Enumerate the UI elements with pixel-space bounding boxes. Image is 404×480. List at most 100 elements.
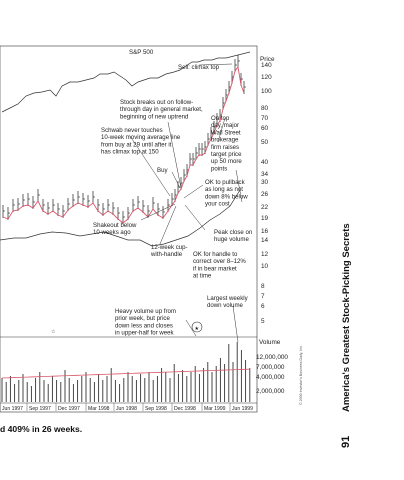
- volume-tick-label: 12,000,000: [256, 354, 288, 361]
- volume-markers: ★ ☆: [51, 321, 203, 335]
- annotation-pullback: OK to pullback as long as not down 8% belo…: [205, 179, 248, 208]
- volume-tick-label: 4,000,000: [256, 374, 285, 381]
- price-tick-label: 6: [261, 303, 265, 310]
- x-axis-labels: Jun 1997 Sep 1997 Dec 1997 Mar 1998 Jun 1998…: [0, 403, 253, 412]
- relative-strength-line: [0, 189, 241, 247]
- annotation-line: has climax top at 150: [101, 149, 159, 156]
- annotation-line: firm raises: [211, 144, 239, 151]
- sp500-line: [1, 51, 251, 113]
- x-axis-label: Mar 1999: [204, 406, 226, 412]
- svg-text:☆: ☆: [51, 329, 56, 335]
- annotation-handle: OK for handle to correct over 8–12% if in …: [193, 251, 246, 280]
- price-tick-label: 26: [261, 191, 269, 198]
- price-tick-label: 80: [261, 105, 269, 112]
- svg-text:★: ★: [195, 326, 200, 332]
- price-tick-label: 100: [261, 88, 272, 95]
- price-tick-label: 50: [261, 139, 269, 146]
- annotation-line: 10 weeks ago: [93, 229, 131, 236]
- x-axis-label: Mar 1998: [88, 406, 110, 412]
- annotation-line: Wall Street: [211, 129, 241, 136]
- annotation-line: Largest weekly: [207, 295, 249, 302]
- sp500-label: S&P 500: [129, 49, 154, 56]
- annotation-line: prior week, but price: [115, 315, 170, 322]
- price-tick-label: 40: [261, 159, 269, 166]
- annotation-breakout: Stock breaks out on follow-through day i…: [120, 99, 203, 120]
- x-axis-label: Jun 1998: [116, 406, 137, 412]
- annotation-line: Buy: [157, 167, 168, 174]
- annotation-line: Stock breaks out on follow-: [120, 99, 193, 106]
- annotation-arrows: [129, 63, 243, 343]
- annotation-line: OK to pullback: [205, 179, 246, 186]
- annotation-line: in upper-half for week: [115, 330, 175, 337]
- price-tick-label: 14: [261, 237, 269, 244]
- price-axis-label: Price: [260, 56, 275, 63]
- annotation-line: beginning of new uptrend: [120, 113, 188, 120]
- annotation-line: points: [211, 165, 227, 172]
- volume-tick-label: 7,000,000: [256, 364, 285, 371]
- price-tick-label: 5: [261, 318, 265, 325]
- annotation-line: from buy at 29 until after it: [101, 141, 172, 148]
- annotation-heavy: Heavy volume up from prior week, but pric…: [115, 308, 176, 337]
- volume-axis-label: Volume: [259, 339, 281, 346]
- annotation-schwab: Schwab never touches 10-week moving avera…: [101, 127, 181, 156]
- annotation-line: OK for handle to: [193, 251, 238, 258]
- price-tick-label: 16: [261, 228, 269, 235]
- annotation-line: with-handle: [150, 251, 183, 258]
- annotation-peak: Peak close on huge volume: [214, 229, 252, 243]
- price-tick-label: 19: [261, 215, 269, 222]
- price-tick-label: 60: [261, 125, 269, 132]
- price-tick-label: 120: [261, 74, 272, 81]
- volume-ticks: 12,000,000 7,000,000 4,000,000 2,000,000: [256, 354, 288, 395]
- annotation-line: 12-week cup-: [151, 244, 188, 251]
- annotation-line: Peak close on: [214, 229, 252, 236]
- annotation-line: On top: [211, 115, 230, 122]
- annotations: Sell: climax top Stock breaks out on foll…: [93, 64, 252, 337]
- annotation-line: at time: [193, 273, 212, 280]
- annotation-line: 10-week moving average line: [101, 134, 181, 141]
- annotation-line: huge volume: [214, 236, 250, 243]
- annotation-cup: 12-week cup-with-handle: [150, 244, 188, 258]
- annotation-line: day, major: [211, 122, 239, 129]
- annotation-ontop: On top day, major Wall Street brokerage firm…: [211, 115, 242, 172]
- page-number: 91: [340, 436, 352, 448]
- price-tick-label: 22: [261, 204, 269, 211]
- annotation-line: through day in general market,: [120, 106, 203, 113]
- annotation-buy: Buy: [157, 167, 168, 174]
- volume-moving-average: [1, 368, 250, 379]
- price-tick-label: 70: [261, 115, 269, 122]
- price-tick-label: 34: [261, 171, 269, 178]
- annotation-line: if in bear market: [193, 265, 237, 272]
- annotation-line: down volume: [207, 302, 244, 309]
- annotation-line: down less and closes: [115, 322, 173, 329]
- annotation-line: Heavy volume up from: [115, 308, 176, 315]
- x-axis-label: Jun 1997: [2, 406, 23, 412]
- annotation-line: down 8% below: [205, 193, 248, 200]
- annotation-line: correct over 8–12%: [193, 258, 246, 265]
- price-tick-label: 12: [261, 251, 269, 258]
- x-axis-label: Sep 1997: [29, 406, 51, 412]
- x-axis-label: Dec 1997: [58, 406, 80, 412]
- x-axis-label: Dec 1998: [174, 406, 196, 412]
- annotation-line: your cost: [205, 201, 230, 208]
- price-tick-label: 8: [261, 283, 265, 290]
- annotation-line: Sell: climax top: [178, 64, 220, 71]
- moving-average-line: [2, 65, 245, 224]
- annotation-shakeout: Shakeout below 10 weeks ago: [93, 222, 137, 236]
- x-axis-label: Jun 1999: [232, 406, 253, 412]
- annotation-line: up 50 more: [211, 158, 242, 165]
- annotation-line: Shakeout below: [93, 222, 137, 229]
- price-tick-label: 140: [261, 62, 272, 69]
- price-tick-label: 7: [261, 293, 265, 300]
- chart-frame: [0, 45, 258, 413]
- copyright: © 2000 Investor's Business Daily, Inc.: [299, 345, 303, 405]
- volume-tick-label: 2,000,000: [256, 388, 285, 395]
- price-tick-label: 10: [261, 263, 269, 270]
- annotation-largest: Largest weekly down volume: [207, 295, 249, 309]
- volume-bars: [1, 342, 251, 402]
- annotation-line: Schwab never touches: [101, 127, 163, 134]
- annotation-line: brokerage: [211, 137, 239, 144]
- annotation-sell: Sell: climax top: [178, 64, 220, 71]
- annotation-line: as long as not: [205, 186, 243, 193]
